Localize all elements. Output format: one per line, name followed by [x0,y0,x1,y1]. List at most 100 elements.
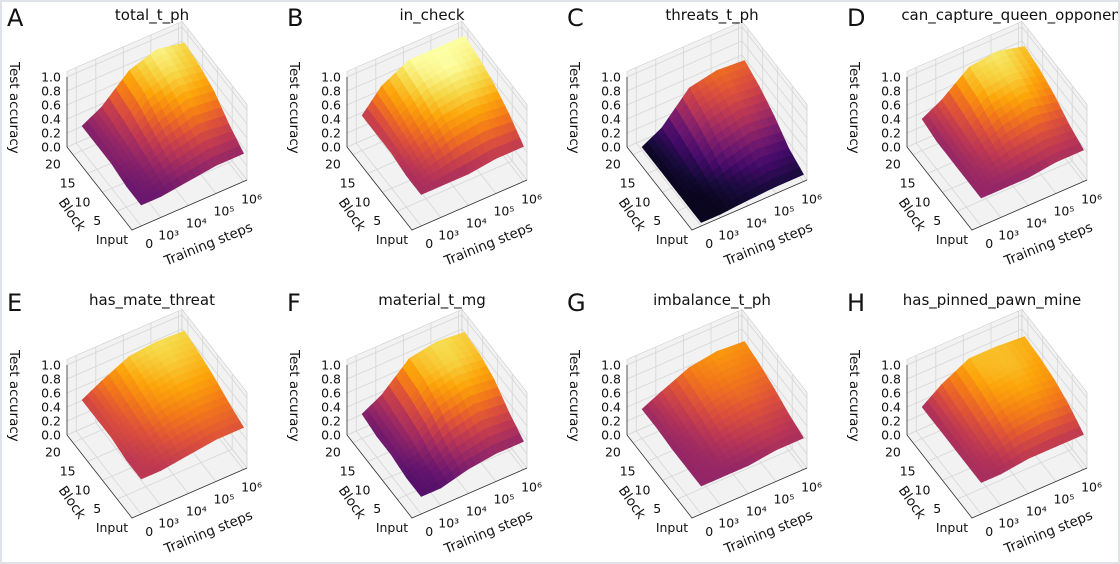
floor-axis-lines [346,146,528,231]
panel-title: has_pinned_pawn_mine [903,291,1081,310]
steps-tick-label: 10⁴ [466,504,487,519]
z-tick-label: 0.6 [601,98,621,113]
panel-letter: E [7,289,22,317]
block-tick-label: 10 [915,194,931,209]
z-axis-label: Test accuracy [286,61,302,154]
block-tick-label: 20 [325,445,341,460]
block-tick-label: 15 [60,463,76,478]
steps-tick-label: 10⁵ [1053,204,1074,219]
block-tick-label: Input [656,520,688,535]
panel-letter: G [567,289,586,317]
surface-facet [697,215,707,223]
surface-facet [417,489,427,497]
z-tick-label: 0.4 [881,112,901,127]
z-tick-label: 0.8 [321,84,341,99]
steps-tick-label: 10³ [438,228,459,243]
z-tick-label: 0.6 [881,386,901,401]
block-tick-label: 20 [605,157,621,172]
block-tick-label: 10 [75,194,91,209]
steps-tick-label: 10³ [158,516,179,531]
z-tick-label: 0.0 [41,140,61,155]
surface-facet [977,190,987,199]
block-tick-label: 5 [933,213,941,228]
panel-title: has_mate_threat [89,291,215,310]
z-tick-label: 0.4 [41,112,61,127]
z-tick-label: 0.6 [41,98,61,113]
panel-C: 0.00.20.40.60.81.0 Input 510 15 20 0 10³ 10⁴ 10⁵… [566,4,822,270]
panel-letter: D [847,4,865,32]
surface-facet [417,186,427,195]
surface-facet [137,471,147,480]
floor-axis-lines [66,434,248,519]
panel-letter: B [287,4,303,32]
block-tick-label: 15 [340,463,356,478]
z-tick-label: 1.0 [41,358,61,373]
steps-tick-label: 10⁶ [801,192,822,207]
steps-tick-label: 10⁴ [466,216,487,231]
z-tick-label: 1.0 [881,70,901,85]
gridline-z [626,54,808,139]
steps-tick-label: 10⁶ [1081,480,1102,495]
z-tick-label: 1.0 [321,70,341,85]
z-tick-label: 0.0 [321,140,341,155]
z-axis-label: Test accuracy [566,61,582,154]
gridline-z [346,314,528,399]
panel-F: 0.00.20.40.60.81.0 Input 510 15 20 0 10³ 10⁴ 10⁵… [286,289,542,558]
z-tick-label: 0.0 [881,140,901,155]
block-tick-label: 5 [653,501,661,516]
steps-tick-label: 10³ [998,516,1019,531]
steps-tick-label: 10⁴ [1026,216,1047,231]
floor-axis-lines [626,434,808,519]
block-tick-label: 20 [605,445,621,460]
block-tick-label: Input [96,520,128,535]
surface-facet [977,475,987,483]
panel-letter: H [847,289,865,317]
steps-tick-label: 0 [985,236,993,251]
steps-tick-label: 10⁶ [521,192,542,207]
panel-G: 0.00.20.40.60.81.0 Input 510 15 20 0 10³ 10⁴ 10⁵… [566,289,822,558]
panel-title: total_t_ph [115,6,189,25]
z-tick-label: 1.0 [601,70,621,85]
block-tick-label: 20 [45,445,61,460]
steps-tick-label: 0 [145,524,153,539]
block-tick-label: 10 [635,482,651,497]
z-axis-label: Test accuracy [6,61,22,154]
z-tick-label: 0.2 [881,126,901,141]
block-tick-label: 15 [620,463,636,478]
z-tick-label: 0.2 [41,414,61,429]
steps-tick-label: 10³ [998,228,1019,243]
steps-tick-label: 0 [985,524,993,539]
block-tick-label: 20 [325,157,341,172]
z-tick-label: 0.0 [601,428,621,443]
z-tick-label: 0.4 [601,112,621,127]
steps-tick-label: 0 [425,524,433,539]
z-tick-label: 0.6 [601,386,621,401]
steps-tick-label: 10⁶ [521,480,542,495]
block-tick-label: Input [96,232,128,247]
block-tick-label: Input [936,520,968,535]
steps-tick-label: 10⁶ [241,480,262,495]
z-tick-label: 1.0 [41,70,61,85]
steps-tick-label: 0 [705,524,713,539]
gridline-z [626,40,808,125]
gridline-z [906,314,1088,399]
z-axis-label: Test accuracy [286,349,302,442]
panel-title: material_t_mg [378,291,486,310]
panel-E: 0.00.20.40.60.81.0 Input 510 15 20 0 10³ 10⁴ 10⁵… [6,289,262,558]
gridline-z [626,328,808,413]
gridline-z [906,40,1088,125]
block-tick-label: 5 [373,213,381,228]
z-tick-label: 0.4 [321,112,341,127]
block-tick-label: 10 [635,194,651,209]
block-tick-label: 20 [885,445,901,460]
z-tick-label: 0.2 [321,414,341,429]
gridline-z [66,40,248,125]
steps-tick-label: 10³ [158,228,179,243]
z-tick-label: 0.8 [41,372,61,387]
steps-tick-label: 10⁶ [241,192,262,207]
z-tick-label: 0.8 [601,372,621,387]
z-tick-label: 1.0 [881,358,901,373]
panel-title: can_capture_queen_opponent [901,6,1118,25]
z-tick-label: 0.2 [41,126,61,141]
